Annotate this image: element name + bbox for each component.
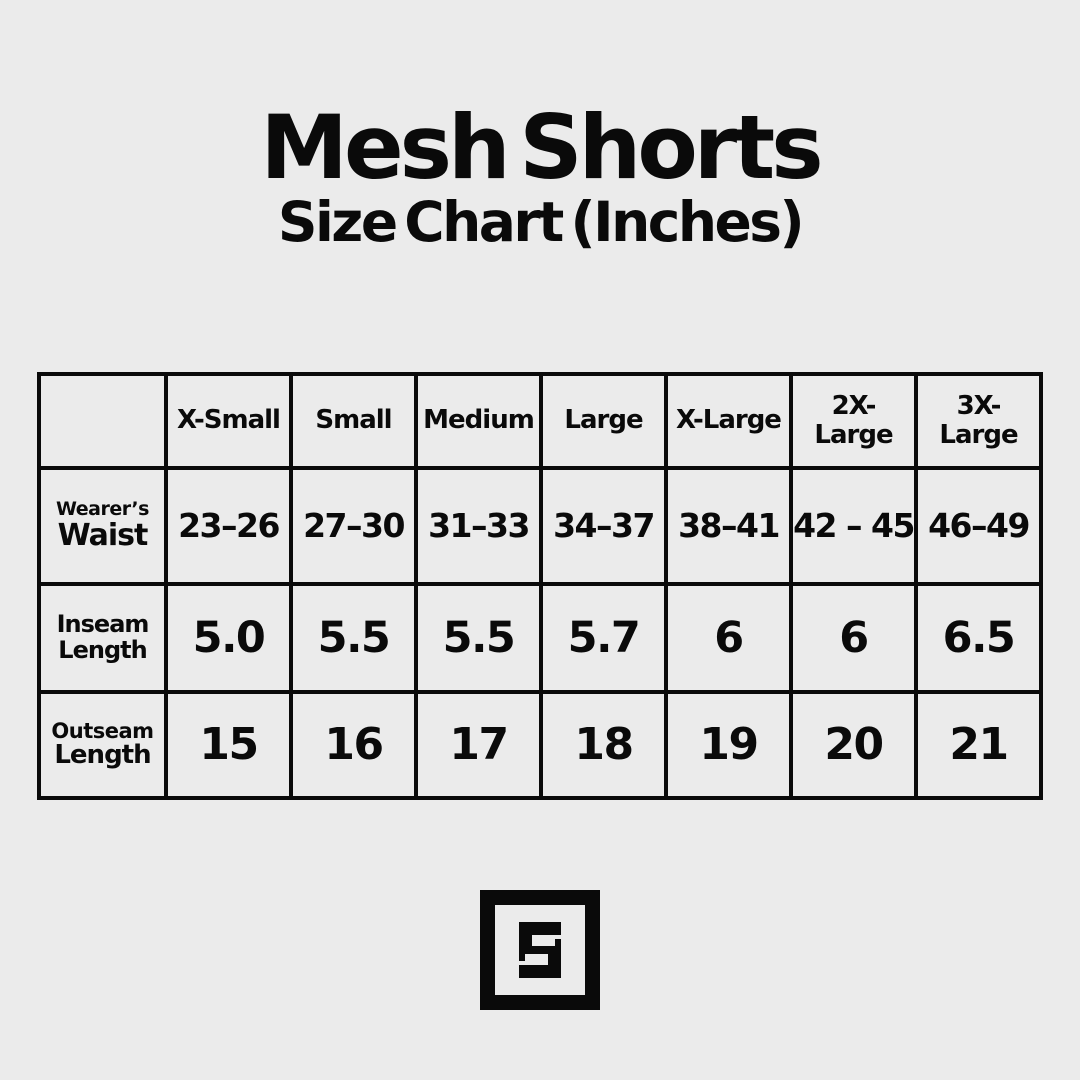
row-label-line1: Wearer’s	[56, 497, 149, 520]
column-header-x-large: X-Large	[664, 371, 793, 470]
column-header-2x-large: 2X- Large	[789, 371, 918, 470]
cell-outseam-small: 16	[289, 689, 418, 800]
cell-outseam-x-small: 15	[164, 689, 293, 800]
poster-header: Mesh Shorts Size Chart (Inches)	[0, 0, 1080, 254]
column-header-medium: Medium	[414, 371, 543, 470]
cell-waist-x-small: 23–26	[164, 465, 293, 586]
page-title: Mesh Shorts	[260, 96, 823, 199]
cell-inseam-3x-large: 6.5	[914, 581, 1043, 694]
brand-logo	[480, 889, 600, 1010]
cell-waist-large: 34–37	[539, 465, 668, 586]
column-header-small: Small	[289, 371, 418, 470]
row-label-line2: Length	[58, 635, 147, 664]
cell-inseam-x-small: 5.0	[164, 581, 293, 694]
row-label-inseam: Inseam Length	[37, 581, 168, 694]
corner-cell	[37, 371, 168, 470]
size-chart-table: X-Small Small Medium Large X-Large 2X- L…	[37, 371, 1043, 800]
row-label-line2: Length	[54, 739, 151, 770]
cell-outseam-2x-large: 20	[789, 689, 918, 800]
header-row: X-Small Small Medium Large X-Large 2X- L…	[37, 371, 1043, 470]
row-label-line1: Outseam	[51, 718, 154, 743]
table-row-inseam: Inseam Length 5.0 5.5 5.5 5.7 6 6 6.5	[37, 581, 1043, 694]
cell-outseam-medium: 17	[414, 689, 543, 800]
cell-waist-medium: 31–33	[414, 465, 543, 586]
column-header-x-small: X-Small	[164, 371, 293, 470]
row-label-line1: Inseam	[56, 610, 150, 639]
column-header-large: Large	[539, 371, 668, 470]
cell-inseam-small: 5.5	[289, 581, 418, 694]
s-block-logo-icon	[480, 889, 600, 1010]
cell-waist-x-large: 38–41	[664, 465, 793, 586]
row-label-outseam: Outseam Length	[37, 689, 168, 800]
cell-outseam-large: 18	[539, 689, 668, 800]
row-label-line2: Waist	[57, 517, 149, 553]
table-row-outseam: Outseam Length 15 16 17 18 19 20 21	[37, 689, 1043, 800]
cell-waist-2x-large: 42 – 45	[789, 465, 918, 586]
row-label-waist: Wearer’s Waist	[37, 465, 168, 586]
cell-waist-small: 27–30	[289, 465, 418, 586]
cell-waist-3x-large: 46–49	[914, 465, 1043, 586]
cell-inseam-x-large: 6	[664, 581, 793, 694]
page-subtitle: Size Chart (Inches)	[277, 190, 805, 254]
cell-outseam-3x-large: 21	[914, 689, 1043, 800]
cell-outseam-x-large: 19	[664, 689, 793, 800]
cell-inseam-large: 5.7	[539, 581, 668, 694]
table-row-waist: Wearer’s Waist 23–26 27–30 31–33 34–37 3…	[37, 465, 1043, 586]
column-header-3x-large: 3X- Large	[914, 371, 1043, 470]
cell-inseam-medium: 5.5	[414, 581, 543, 694]
cell-inseam-2x-large: 6	[789, 581, 918, 694]
